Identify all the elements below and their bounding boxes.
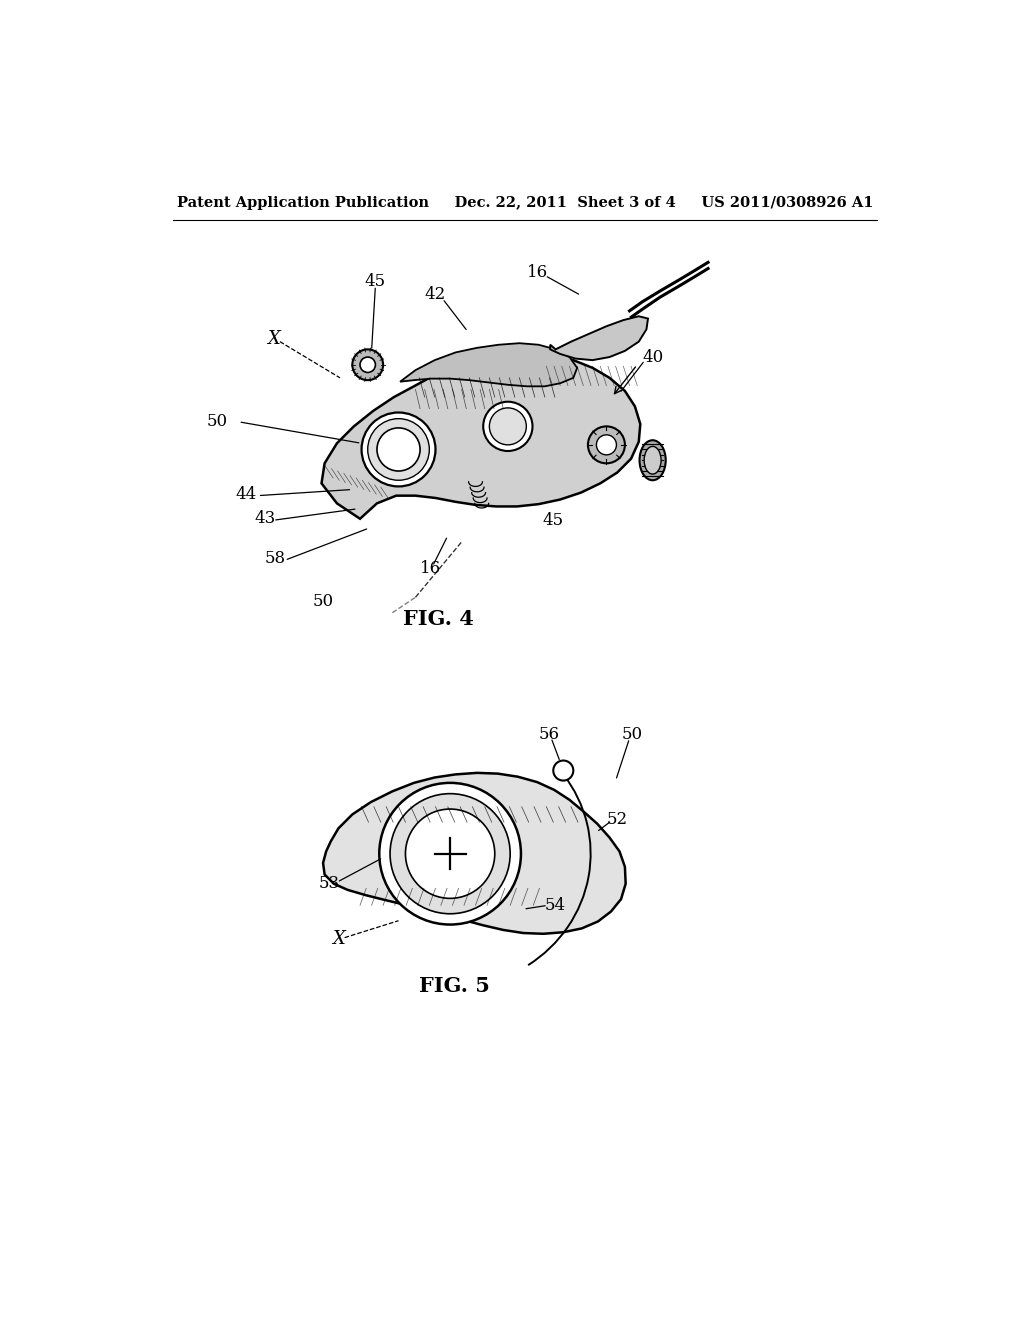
- Polygon shape: [323, 774, 626, 933]
- Text: FIG. 4: FIG. 4: [403, 609, 474, 628]
- Polygon shape: [322, 355, 640, 519]
- Text: 40: 40: [642, 348, 664, 366]
- Circle shape: [377, 428, 420, 471]
- Circle shape: [390, 793, 510, 913]
- Polygon shape: [400, 343, 578, 387]
- Text: Patent Application Publication     Dec. 22, 2011  Sheet 3 of 4     US 2011/03089: Patent Application Publication Dec. 22, …: [176, 197, 873, 210]
- Text: 54: 54: [545, 896, 566, 913]
- Circle shape: [360, 356, 376, 372]
- Text: 53: 53: [318, 875, 340, 892]
- Text: 50: 50: [312, 594, 334, 610]
- Text: 52: 52: [606, 810, 628, 828]
- Text: 42: 42: [424, 286, 445, 304]
- Ellipse shape: [640, 441, 666, 480]
- Circle shape: [352, 350, 383, 380]
- Text: X: X: [332, 931, 345, 948]
- Circle shape: [361, 412, 435, 487]
- Text: 58: 58: [265, 550, 286, 568]
- Ellipse shape: [644, 446, 662, 474]
- Text: 16: 16: [420, 560, 441, 577]
- Text: 44: 44: [236, 486, 257, 503]
- Text: 43: 43: [255, 511, 275, 527]
- Polygon shape: [550, 317, 648, 360]
- Circle shape: [489, 408, 526, 445]
- Circle shape: [483, 401, 532, 451]
- Text: 50: 50: [206, 413, 227, 430]
- Text: 45: 45: [365, 273, 386, 290]
- Circle shape: [553, 760, 573, 780]
- Circle shape: [368, 418, 429, 480]
- Text: FIG. 5: FIG. 5: [419, 977, 489, 997]
- Text: 16: 16: [526, 264, 548, 281]
- Text: 56: 56: [539, 726, 560, 743]
- Circle shape: [406, 809, 495, 899]
- Circle shape: [588, 426, 625, 463]
- Text: X: X: [267, 330, 281, 348]
- Text: 50: 50: [622, 726, 643, 743]
- Circle shape: [596, 434, 616, 455]
- Circle shape: [379, 783, 521, 924]
- Text: 45: 45: [542, 512, 563, 529]
